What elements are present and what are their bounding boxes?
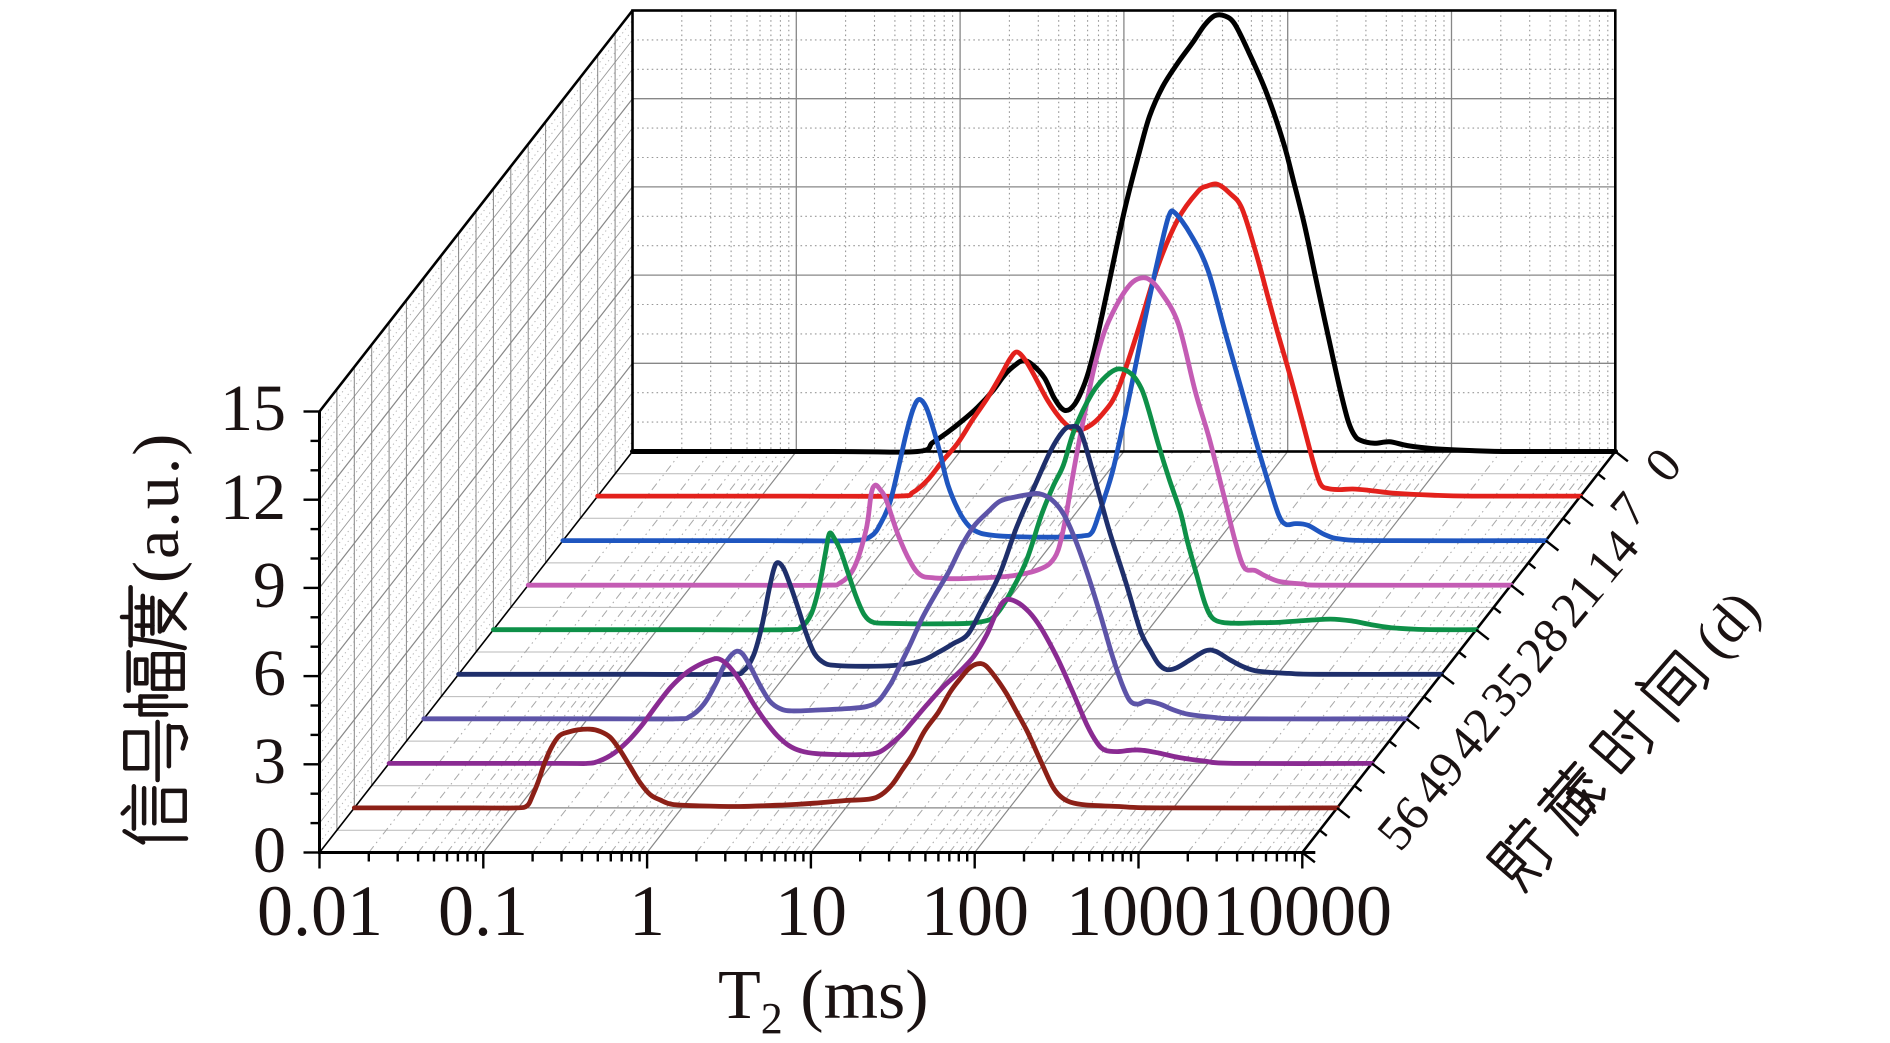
svg-text:10: 10 [775, 871, 847, 951]
svg-text:1: 1 [629, 871, 665, 951]
svg-text:3: 3 [253, 725, 286, 798]
svg-text:9: 9 [253, 549, 286, 622]
svg-text:0.01: 0.01 [257, 871, 383, 951]
svg-text:12: 12 [220, 461, 286, 534]
svg-text:0: 0 [253, 814, 286, 887]
svg-text:1000: 1000 [1066, 871, 1210, 951]
svg-text:T2 (ms): T2 (ms) [718, 957, 929, 1043]
svg-text:(a.u.): (a.u.) [120, 432, 193, 583]
svg-text:10000: 10000 [1212, 871, 1392, 951]
svg-text:100: 100 [921, 871, 1029, 951]
svg-text:6: 6 [253, 637, 286, 710]
svg-text:15: 15 [220, 372, 286, 445]
svg-text:0.1: 0.1 [438, 871, 528, 951]
